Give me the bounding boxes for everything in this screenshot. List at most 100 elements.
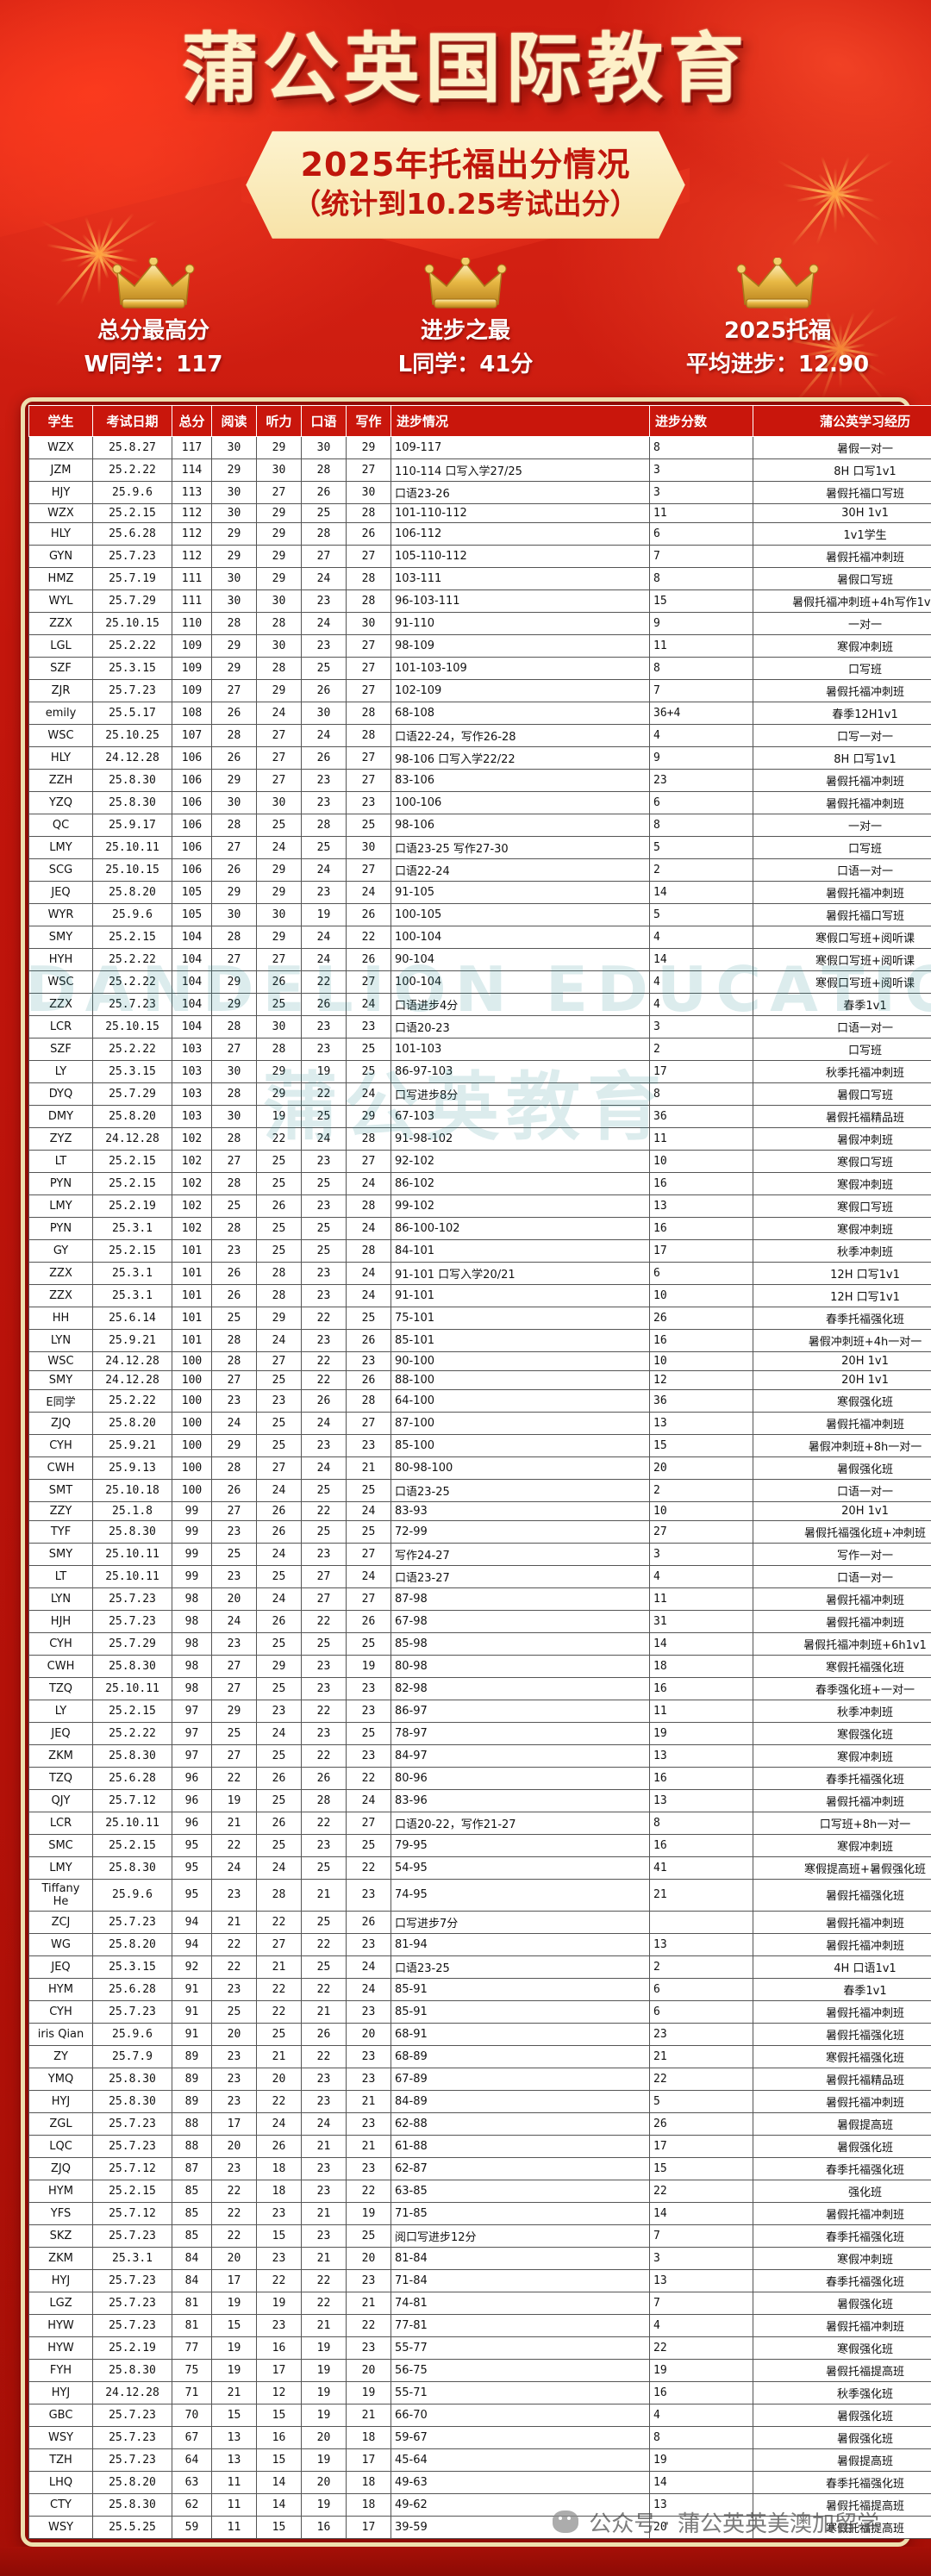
cell-阅读: 11 [212,2516,257,2538]
cell-口语: 22 [302,2292,347,2314]
cell-听力: 29 [257,1655,302,1677]
cell-蒲公英学习经历: 一对一 [753,814,931,836]
cell-学生: HJY [29,481,93,503]
cell-写作: 18 [347,2493,391,2516]
cell-蒲公英学习经历: 暑假冲刺班+8h一对一 [753,1434,931,1456]
cell-总分: 89 [172,2045,212,2068]
cell-阅读: 24 [212,1610,257,1632]
cell-写作: 29 [347,1105,391,1127]
cell-阅读: 13 [212,2426,257,2448]
cell-考试日期: 25.2.22 [93,1389,172,1412]
cell-学生: ZZX [29,993,93,1015]
cell-进步分数: 13 [650,1933,753,1955]
cell-进步情况: 80-96 [391,1767,650,1789]
cell-进步分数: 16 [650,1329,753,1351]
cell-总分: 100 [172,1412,212,1434]
cell-写作: 26 [347,1610,391,1632]
cell-进步分数: 8 [650,814,753,836]
cell-总分: 92 [172,1955,212,1978]
cell-阅读: 28 [212,1015,257,1038]
cell-口语: 23 [302,881,347,903]
cell-蒲公英学习经历: 12H 口写1v1 [753,1284,931,1307]
cell-总分: 100 [172,1434,212,1456]
cell-听力: 25 [257,814,302,836]
cell-口语: 23 [302,1329,347,1351]
cell-蒲公英学习经历: 暑假托福冲刺班 [753,2000,931,2023]
cell-听力: 22 [257,1978,302,2000]
cell-写作: 30 [347,481,391,503]
cell-进步情况: 71-84 [391,2269,650,2292]
cell-考试日期: 25.2.19 [93,1194,172,1217]
cell-总分: 89 [172,2068,212,2090]
header: 蒲公英国际教育 2025年托福出分情况 （统计到10.25考试出分） [0,0,931,382]
cell-阅读: 27 [212,1677,257,1700]
cell-口语: 20 [302,2471,347,2493]
cell-听力: 28 [257,1262,302,1284]
cell-蒲公英学习经历: 寒假口写班+阅听课 [753,970,931,993]
cell-考试日期: 25.8.30 [93,769,172,791]
cell-学生: ZYZ [29,1127,93,1150]
cell-总分: 102 [172,1194,212,1217]
cell-蒲公英学习经历: 一对一 [753,612,931,634]
cell-进步分数: 4 [650,993,753,1015]
cell-写作: 23 [347,1351,391,1370]
cell-考试日期: 25.2.15 [93,1239,172,1262]
cell-听力: 25 [257,1412,302,1434]
cell-写作: 27 [347,545,391,567]
cell-总分: 98 [172,1655,212,1677]
cell-蒲公英学习经历: 口写班 [753,657,931,679]
cell-口语: 21 [302,2314,347,2336]
cell-口语: 22 [302,1501,347,1520]
cell-蒲公英学习经历: 秋季冲刺班 [753,1700,931,1722]
cell-考试日期: 25.10.25 [93,724,172,746]
cell-口语: 21 [302,2000,347,2023]
cell-口语: 22 [302,1370,347,1389]
cell-口语: 22 [302,1744,347,1767]
cell-考试日期: 25.9.6 [93,2023,172,2045]
cell-进步情况: 91-101 口写入学20/21 [391,1262,650,1284]
cell-进步情况: 67-89 [391,2068,650,2090]
cell-学生: DYQ [29,1082,93,1105]
cell-考试日期: 25.8.20 [93,1933,172,1955]
cell-总分: 106 [172,791,212,814]
cell-听力: 18 [257,2157,302,2180]
footer-account-text: 公众号 · 蒲公英英美澳加留学 [589,2506,879,2538]
stat-label: 总分最高分 [34,315,272,348]
cell-考试日期: 25.10.11 [93,836,172,858]
cell-写作: 20 [347,2359,391,2381]
cell-听力: 23 [257,2247,302,2269]
cell-阅读: 26 [212,858,257,881]
cell-蒲公英学习经历: 春季强化班+一对一 [753,1677,931,1700]
cell-阅读: 24 [212,1856,257,1879]
cell-口语: 21 [302,1879,347,1911]
cell-总分: 110 [172,612,212,634]
cell-学生: Tiffany He [29,1879,93,1911]
cell-总分: 91 [172,2000,212,2023]
cell-考试日期: 25.8.20 [93,1105,172,1127]
cell-听力: 28 [257,1284,302,1307]
cell-写作: 28 [347,724,391,746]
cell-进步情况: 阅口写进步12分 [391,2224,650,2247]
cell-蒲公英学习经历: 秋季冲刺班 [753,1239,931,1262]
cell-阅读: 30 [212,903,257,926]
cell-听力: 26 [257,1767,302,1789]
cell-写作: 27 [347,1543,391,1565]
cell-进步分数: 22 [650,2068,753,2090]
cell-写作: 24 [347,1978,391,2000]
cell-蒲公英学习经历: 暑假托福冲刺班 [753,1587,931,1610]
cell-学生: YMQ [29,2068,93,2090]
cell-考试日期: 25.2.22 [93,634,172,657]
cell-考试日期: 25.9.13 [93,1456,172,1479]
cell-写作: 20 [347,2023,391,2045]
cell-学生: TZQ [29,1767,93,1789]
cell-听力: 24 [257,1543,302,1565]
cell-总分: 102 [172,1217,212,1239]
